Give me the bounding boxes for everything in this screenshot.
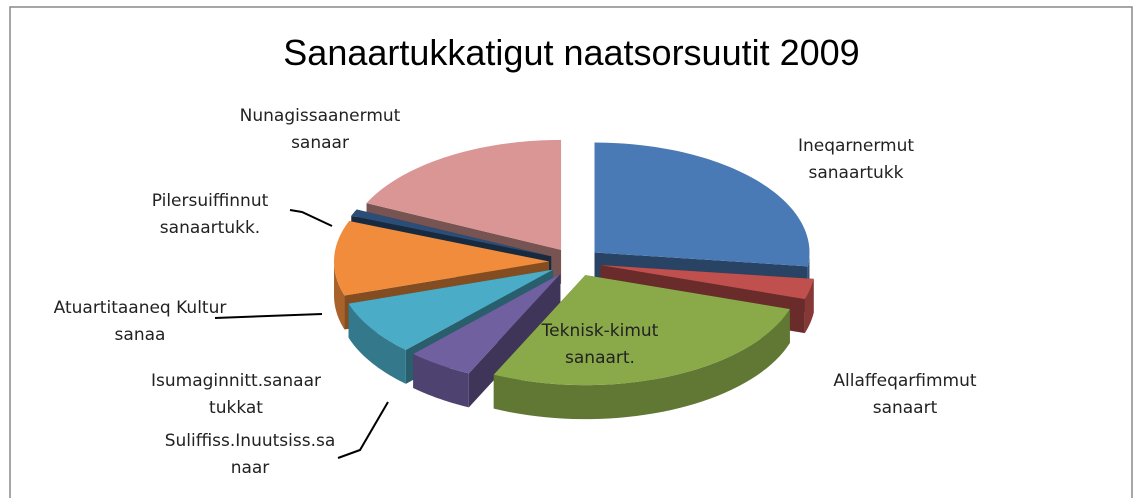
slice-label: Suliffiss.Inuutsiss.sa naar [164, 431, 336, 478]
slice-wall [413, 354, 469, 408]
slice-label: Isumaginnitt.sanaar tukkat [150, 371, 322, 418]
slice-top [351, 209, 552, 257]
slice-top [594, 142, 810, 267]
slice-wall [493, 309, 790, 420]
slice-wall [334, 261, 345, 330]
slice-label: Nunagissaanermut sanaar [239, 106, 401, 153]
slice-wall [348, 303, 406, 384]
slice-top [600, 265, 814, 300]
slice-top [334, 221, 550, 296]
slice-top [413, 273, 561, 374]
slice-label: Teknisk-kimut sanaart. [541, 321, 659, 368]
leader-line [289, 209, 333, 227]
slice-top [348, 269, 554, 350]
slice-label: Pilersuiffinnut sanaartukk. [151, 191, 269, 238]
slice-label: Ineqarnermut sanaartukk [797, 136, 915, 183]
slice-wall [804, 278, 814, 334]
slice-label: Atuartitaaneq Kultur sanaa [53, 298, 227, 345]
slice-label: Allaffeqarfimmut sanaart [833, 371, 977, 418]
leader-line [337, 401, 389, 459]
slice [413, 273, 561, 408]
chart-title: Sanaartukkatigut naatsorsuutit 2009 [283, 32, 860, 73]
leader-line [214, 313, 323, 319]
slice-top [493, 275, 790, 386]
slice-top [366, 139, 562, 250]
chart-frame [9, 6, 1133, 498]
slice [493, 275, 790, 420]
